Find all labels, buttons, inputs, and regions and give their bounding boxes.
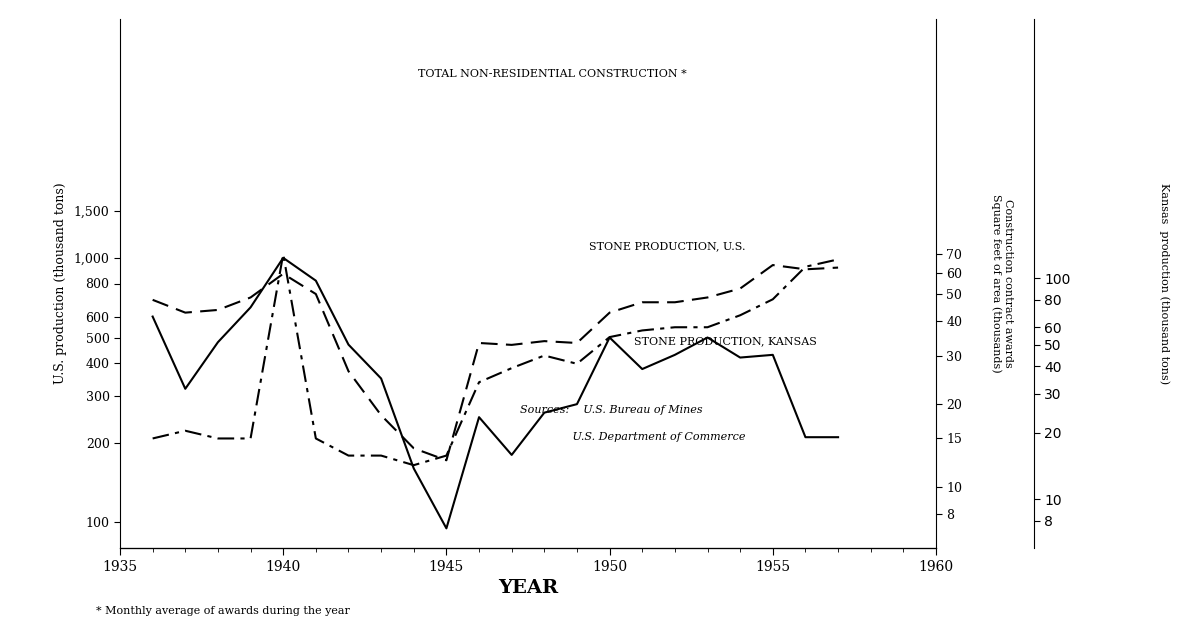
- Text: Construction contract awards
Square feet of area (thousands): Construction contract awards Square feet…: [991, 194, 1013, 373]
- X-axis label: YEAR: YEAR: [498, 580, 558, 597]
- Y-axis label: U.S. production (thousand tons): U.S. production (thousand tons): [54, 183, 67, 384]
- Text: TOTAL NON-RESIDENTIAL CONSTRUCTION *: TOTAL NON-RESIDENTIAL CONSTRUCTION *: [418, 69, 686, 79]
- Text: U.S. Department of Commerce: U.S. Department of Commerce: [520, 432, 745, 442]
- Text: Kansas  production (thousand tons): Kansas production (thousand tons): [1159, 183, 1169, 384]
- Text: STONE PRODUCTION, KANSAS: STONE PRODUCTION, KANSAS: [634, 336, 817, 346]
- Text: * Monthly average of awards during the year: * Monthly average of awards during the y…: [96, 606, 350, 616]
- Text: STONE PRODUCTION, U.S.: STONE PRODUCTION, U.S.: [589, 241, 745, 251]
- Text: Sources:    U.S. Bureau of Mines: Sources: U.S. Bureau of Mines: [520, 405, 702, 415]
